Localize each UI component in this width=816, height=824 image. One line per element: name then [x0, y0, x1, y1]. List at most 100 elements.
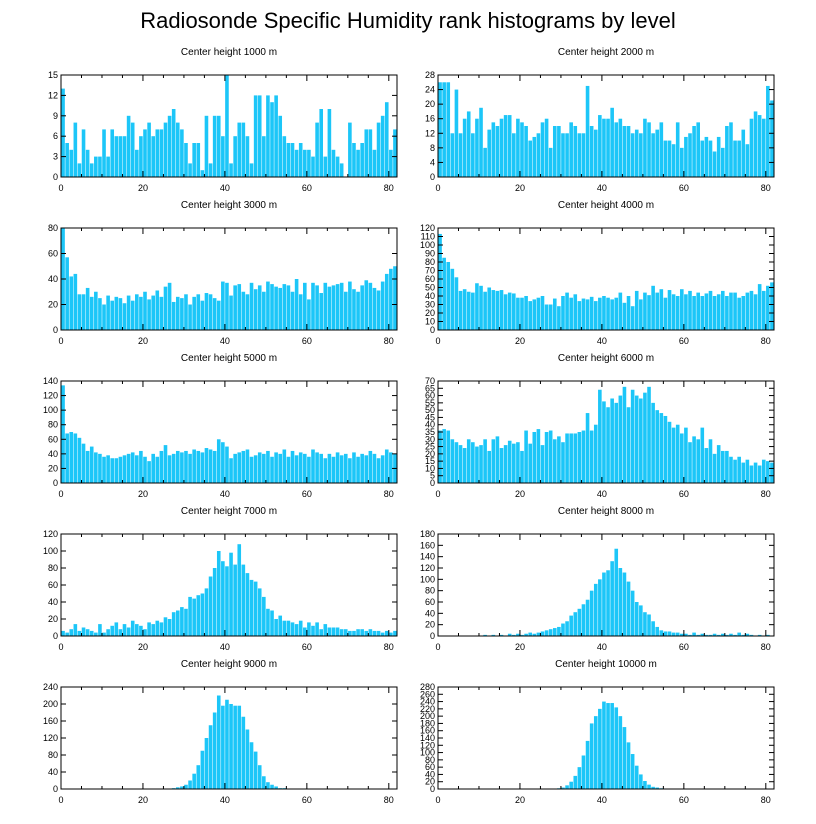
bar: [257, 452, 262, 483]
y-tick-label: 40: [48, 449, 58, 459]
y-tick-label: 140: [43, 376, 58, 386]
bar: [389, 149, 393, 177]
bar: [479, 445, 483, 483]
bar: [446, 82, 451, 177]
bar: [163, 445, 168, 483]
bar: [114, 296, 119, 330]
bar: [237, 544, 242, 636]
y-tick-label: 160: [420, 726, 435, 736]
bar: [151, 453, 155, 483]
bar: [749, 465, 754, 483]
bar: [94, 291, 98, 330]
bar: [257, 588, 262, 636]
bar: [270, 284, 274, 330]
bar: [475, 283, 479, 330]
bar: [208, 163, 213, 177]
bar: [368, 629, 373, 636]
bar: [630, 389, 635, 483]
bar: [458, 445, 463, 483]
y-tick-label: 240: [420, 697, 435, 707]
bar: [503, 115, 508, 177]
bar: [536, 632, 541, 636]
panel-4: Center height 4000 m01020304050607080901…: [420, 200, 775, 346]
bar: [389, 452, 393, 483]
bar: [118, 456, 123, 483]
x-tick-label: 60: [302, 336, 312, 346]
bar: [225, 566, 229, 636]
bar: [659, 630, 664, 636]
bar: [200, 593, 205, 636]
bar: [667, 631, 672, 636]
bar: [507, 292, 512, 330]
bar: [720, 450, 725, 483]
bar: [696, 122, 700, 177]
bar: [241, 716, 246, 789]
bar: [225, 446, 229, 483]
bar: [122, 455, 127, 483]
bar: [725, 634, 729, 636]
bar: [688, 634, 692, 636]
bar: [577, 767, 582, 789]
plot-frame: [437, 686, 775, 790]
bar: [716, 634, 721, 636]
bar: [163, 122, 168, 177]
bar: [290, 622, 295, 636]
bar: [532, 299, 537, 330]
bar: [630, 133, 635, 177]
bar: [372, 287, 377, 330]
bar: [667, 421, 672, 483]
bar: [368, 129, 373, 177]
bar: [577, 608, 582, 636]
bar: [585, 740, 590, 789]
bar: [167, 282, 172, 330]
bar: [130, 300, 135, 330]
bar: [512, 634, 516, 636]
bar: [139, 625, 143, 636]
bar: [585, 85, 590, 177]
x-tick-label: 0: [58, 336, 63, 346]
bar: [192, 143, 196, 177]
bar: [770, 282, 774, 330]
bar: [692, 632, 696, 636]
bar: [454, 442, 459, 483]
bar: [114, 458, 119, 483]
bar: [175, 787, 180, 789]
bar: [544, 630, 549, 636]
y-tick-label: 60: [425, 762, 435, 772]
bar: [602, 701, 606, 789]
bar: [712, 296, 717, 330]
panel-title: Center height 6000 m: [558, 353, 654, 364]
y-tick-label: 40: [48, 767, 58, 777]
x-tick-label: 80: [761, 183, 771, 193]
bar: [655, 410, 660, 483]
y-tick-label: 90: [425, 249, 435, 259]
bar: [659, 289, 664, 330]
bar: [458, 133, 463, 177]
bar: [216, 695, 221, 789]
bar: [122, 136, 127, 177]
bar: [630, 590, 635, 636]
bar: [483, 291, 487, 330]
bar: [339, 455, 344, 483]
bar: [77, 437, 82, 483]
y-tick-label: 40: [425, 769, 435, 779]
bar: [184, 450, 188, 483]
bar: [282, 620, 287, 636]
y-tick-label: 8: [430, 143, 435, 153]
bar: [614, 297, 619, 330]
bar: [192, 296, 196, 330]
bar: [540, 296, 545, 330]
bar: [348, 122, 352, 177]
bar: [286, 285, 291, 331]
bar: [307, 299, 311, 330]
bar: [147, 299, 151, 330]
bar: [643, 392, 647, 483]
bar: [606, 407, 610, 483]
y-tick-label: 20: [425, 777, 435, 787]
bar: [208, 576, 213, 636]
bar: [634, 602, 639, 636]
bar: [98, 624, 102, 636]
bar: [593, 129, 598, 177]
y-tick-label: 3: [53, 152, 58, 162]
